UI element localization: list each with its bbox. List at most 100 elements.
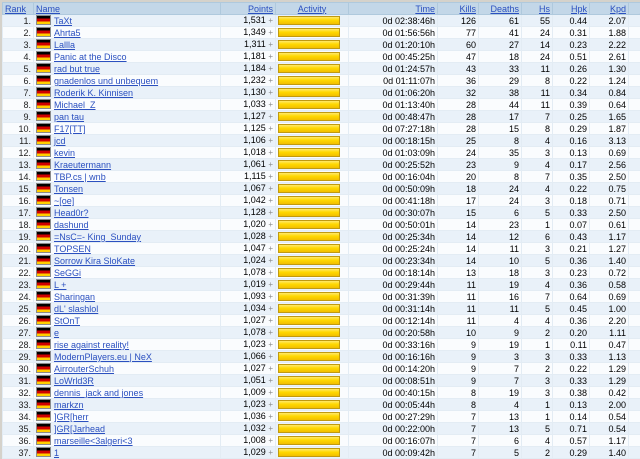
player-link[interactable]: markzn bbox=[54, 400, 84, 410]
player-link[interactable]: e bbox=[54, 328, 59, 338]
sort-hpk-link[interactable]: Hpk bbox=[571, 4, 587, 14]
name-cell: marseille<3algeri<3 bbox=[34, 435, 221, 447]
points-value: 1,531 bbox=[243, 15, 266, 25]
deaths-cell: 18 bbox=[479, 267, 522, 279]
player-link[interactable]: jcd bbox=[54, 136, 66, 146]
accuracy-cell: 35.1% bbox=[629, 231, 640, 243]
player-link[interactable]: rise against reality! bbox=[54, 340, 129, 350]
player-link[interactable]: gnadenlos und unbequem bbox=[54, 76, 158, 86]
player-link[interactable]: ~[oe] bbox=[54, 196, 74, 206]
player-link[interactable]: StOnT bbox=[54, 316, 80, 326]
deaths-cell: 4 bbox=[479, 315, 522, 327]
player-link[interactable]: 1 bbox=[54, 448, 59, 458]
activity-cell bbox=[276, 387, 349, 399]
hs-cell: 3 bbox=[522, 195, 553, 207]
points-value: 1,184 bbox=[243, 63, 266, 73]
deaths-cell: 35 bbox=[479, 147, 522, 159]
points-value: 1,032 bbox=[243, 423, 266, 433]
points-trend-icon: + bbox=[268, 412, 273, 421]
player-link[interactable]: Lallla bbox=[54, 40, 75, 50]
player-link[interactable]: Kraeutermann bbox=[54, 160, 111, 170]
time-cell: 0d 00:31:39h bbox=[349, 291, 438, 303]
kpd-cell: 0.69 bbox=[590, 147, 629, 159]
hs-cell: 5 bbox=[522, 255, 553, 267]
deaths-cell: 24 bbox=[479, 195, 522, 207]
player-link[interactable]: AirrouterSchuh bbox=[54, 364, 114, 374]
hpk-cell: 0.43 bbox=[553, 231, 590, 243]
deaths-cell: 41 bbox=[479, 27, 522, 39]
sort-kills-link[interactable]: Kills bbox=[459, 4, 476, 14]
player-link[interactable]: Head0r? bbox=[54, 208, 89, 218]
player-link[interactable]: Sorrow Kira SloKate bbox=[54, 256, 135, 266]
player-flag-icon bbox=[36, 159, 51, 169]
points-cell: 1,018 + bbox=[221, 147, 276, 159]
kills-cell: 7 bbox=[438, 435, 479, 447]
player-link[interactable]: ]GR[herr bbox=[54, 412, 89, 422]
points-value: 1,125 bbox=[243, 123, 266, 133]
kpd-cell: 0.61 bbox=[590, 219, 629, 231]
player-link[interactable]: Tonsen bbox=[54, 184, 83, 194]
activity-bar-fill bbox=[279, 449, 339, 456]
player-flag-icon bbox=[36, 15, 51, 25]
player-link[interactable]: ]GR[Jarhead bbox=[54, 424, 105, 434]
hpk-cell: 0.14 bbox=[553, 411, 590, 423]
sort-name-link[interactable]: Name bbox=[36, 4, 60, 14]
time-cell: 0d 00:16:04h bbox=[349, 171, 438, 183]
sort-time-link[interactable]: Time bbox=[415, 4, 435, 14]
player-link[interactable]: Sharingan bbox=[54, 292, 95, 302]
points-trend-icon: + bbox=[268, 304, 273, 313]
player-link[interactable]: dashund bbox=[54, 220, 89, 230]
player-link[interactable]: ModernPlayers.eu | NeX bbox=[54, 352, 152, 362]
player-link[interactable]: dennis_jack and jones bbox=[54, 388, 143, 398]
player-link[interactable]: SeGGi bbox=[54, 268, 81, 278]
player-link[interactable]: LoWrld3R bbox=[54, 376, 94, 386]
kills-cell: 8 bbox=[438, 399, 479, 411]
player-link[interactable]: dL' slashlol bbox=[54, 304, 98, 314]
activity-bar-fill bbox=[279, 257, 339, 264]
player-flag-icon bbox=[36, 447, 51, 457]
sort-rank-link[interactable]: Rank bbox=[5, 4, 26, 14]
player-link[interactable]: =NsC=- King_Sunday bbox=[54, 232, 141, 242]
sort-activity-link[interactable]: Activity bbox=[298, 4, 327, 14]
sort-hs-link[interactable]: Hs bbox=[539, 4, 550, 14]
table-row: 3. Lallla 1,311 + 0d 01:20:10h 60 27 14 … bbox=[3, 39, 640, 51]
rank-cell: 21. bbox=[3, 255, 34, 267]
deaths-cell: 4 bbox=[479, 399, 522, 411]
name-cell: markzn bbox=[34, 399, 221, 411]
accuracy-cell: 18.7% bbox=[629, 279, 640, 291]
player-link[interactable]: Ahrta5 bbox=[54, 28, 81, 38]
accuracy-cell: 19.3% bbox=[629, 135, 640, 147]
player-link[interactable]: F17[TT] bbox=[54, 124, 86, 134]
sort-deaths-link[interactable]: Deaths bbox=[490, 4, 519, 14]
player-link[interactable]: pan tau bbox=[54, 112, 84, 122]
player-link[interactable]: marseille<3algeri<3 bbox=[54, 436, 133, 446]
player-link[interactable]: TBP.cs | wnb bbox=[54, 172, 106, 182]
player-link[interactable]: TOPSEN bbox=[54, 244, 91, 254]
player-link[interactable]: rad but true bbox=[54, 64, 100, 74]
hs-cell: 2 bbox=[522, 447, 553, 459]
kpd-cell: 1.29 bbox=[590, 363, 629, 375]
points-value: 1,008 bbox=[243, 435, 266, 445]
accuracy-cell: 17.7% bbox=[629, 291, 640, 303]
player-link[interactable]: Panic at the Disco bbox=[54, 52, 127, 62]
activity-bar bbox=[278, 220, 340, 229]
kpd-cell: 0.69 bbox=[590, 291, 629, 303]
points-cell: 1,184 + bbox=[221, 63, 276, 75]
activity-cell bbox=[276, 315, 349, 327]
points-value: 1,024 bbox=[243, 255, 266, 265]
player-flag-icon bbox=[36, 63, 51, 73]
player-link[interactable]: L + bbox=[54, 280, 66, 290]
player-link[interactable]: Michael_Z bbox=[54, 100, 96, 110]
rank-cell: 27. bbox=[3, 327, 34, 339]
player-link[interactable]: kevin bbox=[54, 148, 75, 158]
player-link[interactable]: Roderik K. Kinnisen bbox=[54, 88, 133, 98]
name-cell: Michael_Z bbox=[34, 99, 221, 111]
points-trend-icon: + bbox=[268, 52, 273, 61]
player-link[interactable]: TaXt bbox=[54, 16, 72, 26]
kills-cell: 17 bbox=[438, 195, 479, 207]
accuracy-cell: 21.6% bbox=[629, 123, 640, 135]
sort-points-link[interactable]: Points bbox=[248, 4, 273, 14]
sort-kpd-link[interactable]: Kpd bbox=[610, 4, 626, 14]
points-trend-icon: + bbox=[268, 28, 273, 37]
kpd-cell: 2.56 bbox=[590, 159, 629, 171]
